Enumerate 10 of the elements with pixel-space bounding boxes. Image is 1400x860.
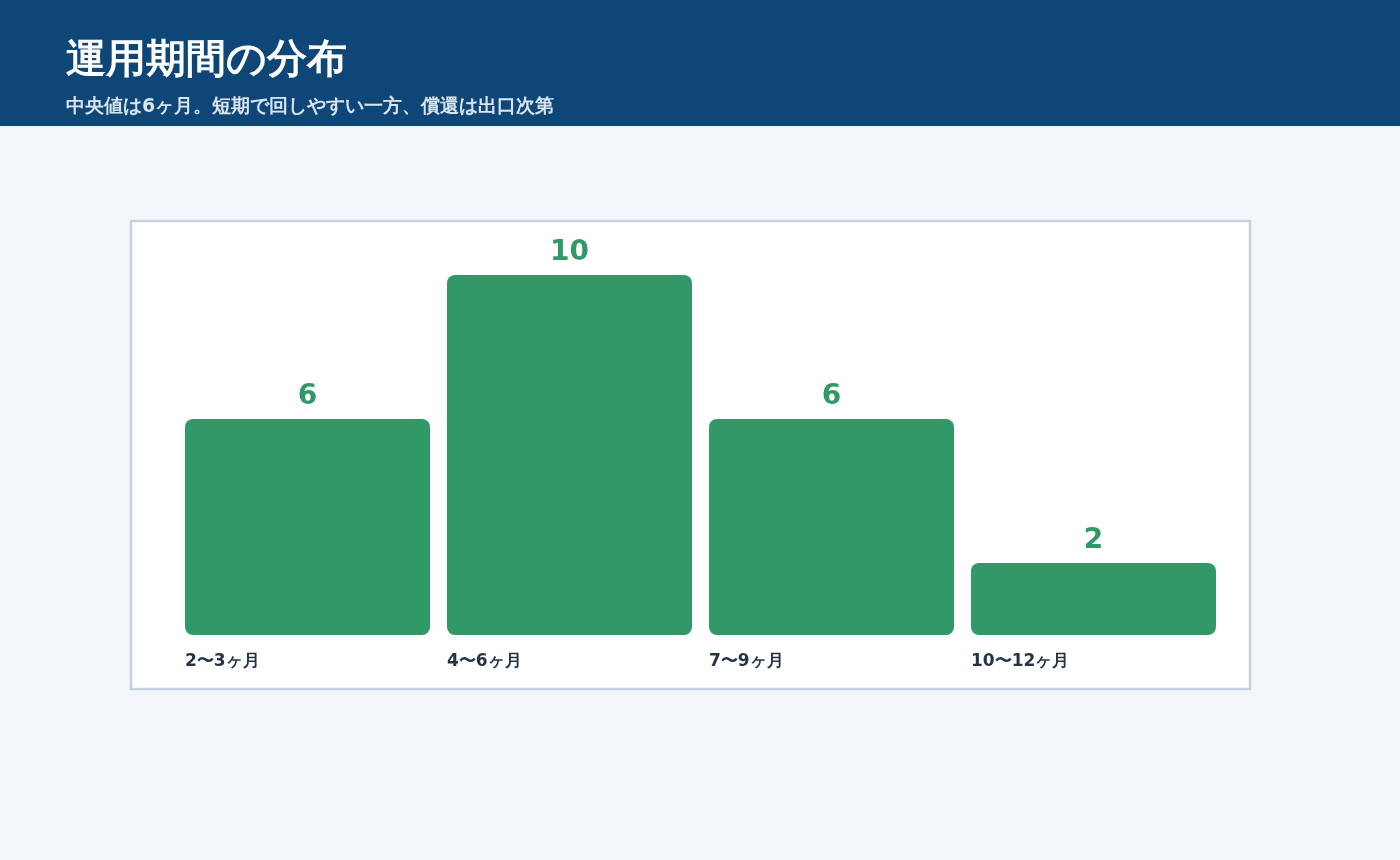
chart-subtitle: 中央値は6ヶ月。短期で回しやすい一方、償還は出口次第	[66, 94, 555, 116]
x-tick-label: 4〜6ヶ月	[447, 650, 522, 670]
chart-title: 運用期間の分布	[66, 35, 347, 81]
x-tick-label: 7〜9ヶ月	[709, 650, 784, 670]
data-label: 6	[821, 378, 842, 411]
data-label: 2	[1083, 522, 1104, 555]
x-tick-label: 2〜3ヶ月	[185, 650, 260, 670]
x-tick-label: 10〜12ヶ月	[971, 650, 1070, 670]
data-label: 6	[297, 378, 318, 411]
data-label: 10	[550, 234, 589, 267]
